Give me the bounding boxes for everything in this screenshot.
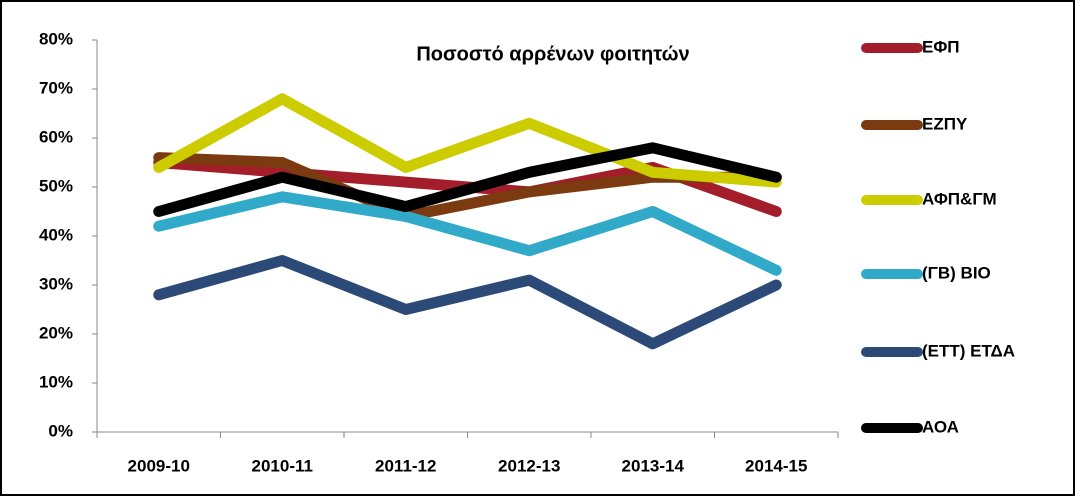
y-tick-label: 20% bbox=[39, 323, 73, 342]
x-tick-label: 2014-15 bbox=[745, 456, 807, 475]
legend-label: ΕΖΠΥ bbox=[922, 114, 968, 133]
chart-title: Ποσοστό αρρένων φοιτητών bbox=[416, 43, 689, 65]
y-tick-label: 80% bbox=[39, 29, 73, 48]
y-tick-label: 10% bbox=[39, 372, 73, 391]
legend-label: ΕΦΠ bbox=[922, 37, 960, 56]
series-line bbox=[153, 191, 782, 276]
y-tick-label: 70% bbox=[39, 78, 73, 97]
x-tick-label: 2013-14 bbox=[622, 456, 685, 475]
series-line bbox=[153, 93, 782, 188]
legend-label: ΑΦΠ&ΓΜ bbox=[922, 189, 997, 208]
legend-label: (ΕΤΤ) ΕΤΔΑ bbox=[922, 341, 1015, 360]
x-tick-label: 2010-11 bbox=[252, 456, 313, 475]
legend-label: (ΓΒ) ΒΙΟ bbox=[922, 263, 991, 282]
y-tick-label: 40% bbox=[39, 225, 73, 244]
series-line bbox=[153, 255, 782, 350]
y-tick-label: 0% bbox=[48, 421, 73, 440]
y-tick-label: 30% bbox=[39, 274, 73, 293]
x-tick-label: 2011-12 bbox=[375, 456, 436, 475]
series-line bbox=[153, 142, 782, 217]
legend-label: ΑΟΑ bbox=[922, 417, 959, 436]
x-tick-label: 2012-13 bbox=[498, 456, 560, 475]
x-tick-label: 2009-10 bbox=[128, 456, 190, 475]
y-tick-label: 60% bbox=[39, 127, 73, 146]
y-tick-label: 50% bbox=[39, 176, 73, 195]
